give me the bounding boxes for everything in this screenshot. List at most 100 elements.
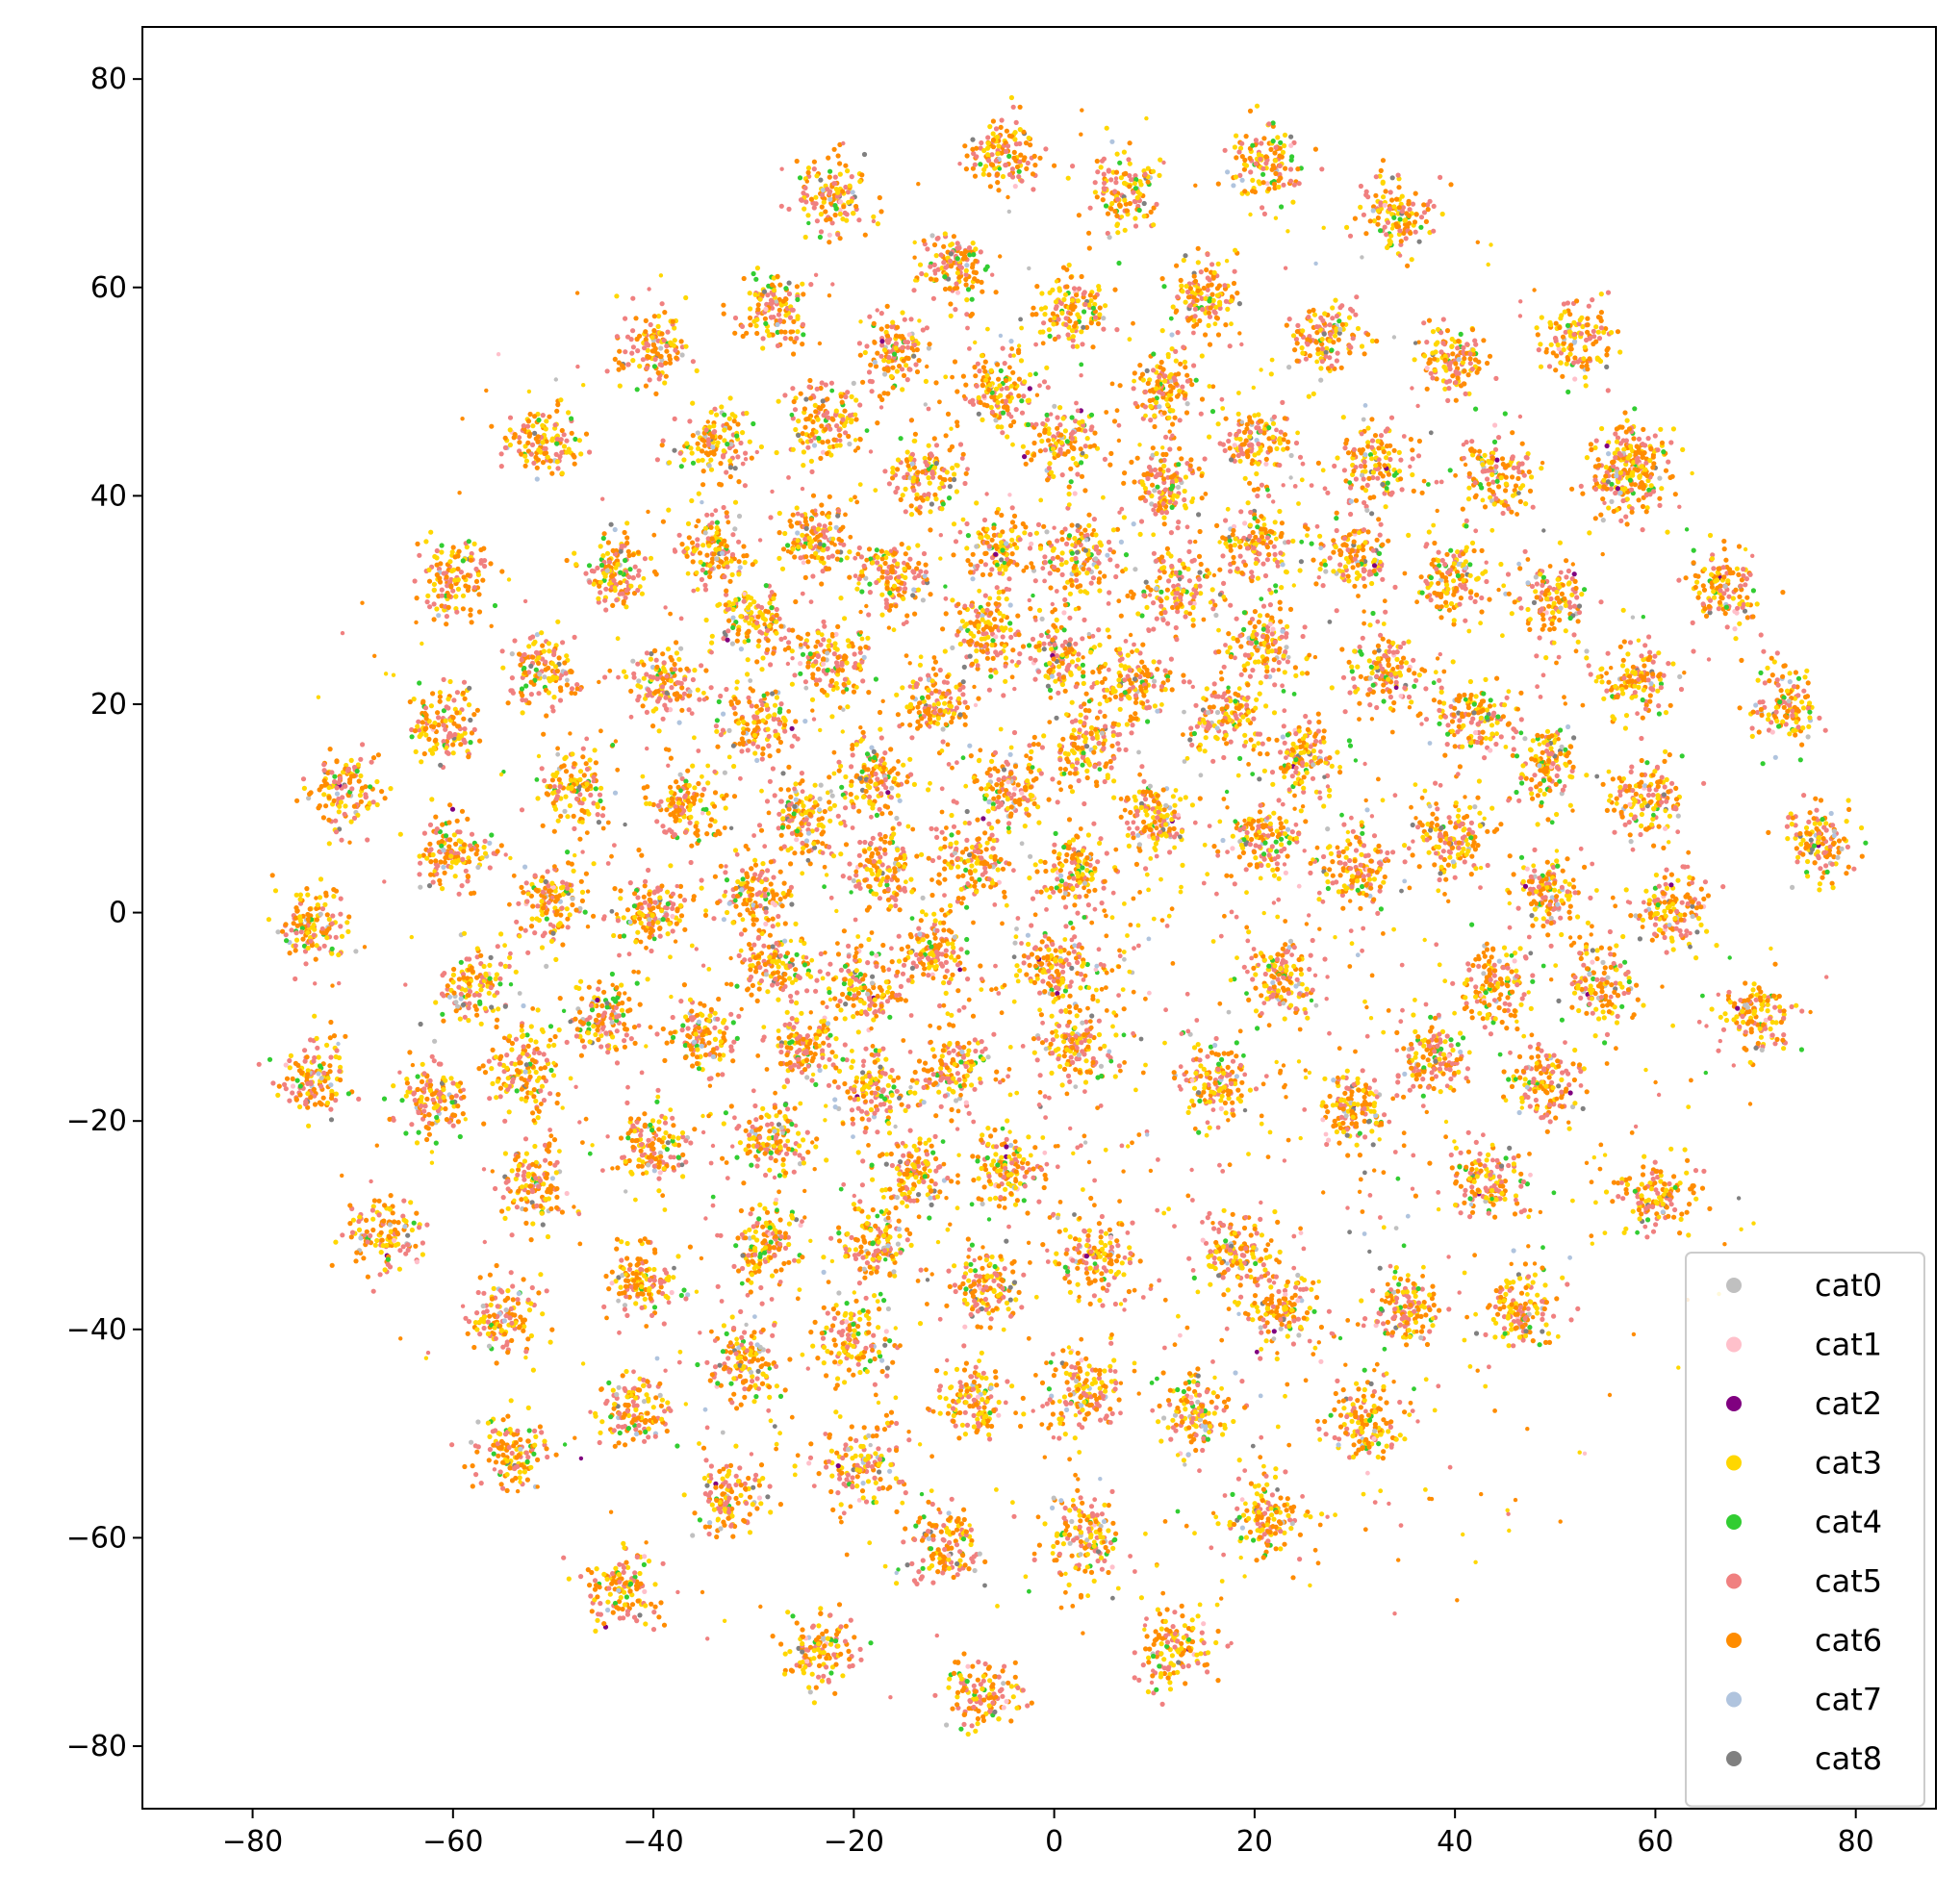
data-point-cat6: [1215, 181, 1221, 187]
data-point-cat5: [1565, 568, 1571, 574]
data-point-cat5: [1448, 568, 1454, 573]
data-point-cat6: [1455, 375, 1461, 381]
data-point-cat6: [1247, 480, 1253, 486]
data-point-cat5: [989, 409, 995, 415]
data-point-cat5: [632, 564, 638, 570]
data-point-cat6: [674, 355, 679, 361]
data-point-cat6: [736, 479, 742, 485]
data-point-cat6: [818, 455, 824, 461]
data-point-cat5: [989, 152, 995, 158]
data-point-cat8: [1196, 512, 1202, 518]
data-point-cat5: [856, 545, 862, 551]
data-point-cat5: [875, 560, 880, 566]
data-point-cat5: [721, 453, 726, 459]
data-point-cat6: [445, 604, 451, 611]
data-point-cat3: [714, 412, 720, 418]
data-point-cat6: [1453, 361, 1459, 367]
data-point-cat3: [1412, 357, 1417, 363]
data-point-cat5: [1192, 306, 1198, 312]
data-point-cat3: [1603, 465, 1609, 470]
data-point-cat5: [1403, 236, 1409, 241]
data-point-cat4: [998, 368, 1004, 373]
data-point-cat6: [1199, 495, 1205, 501]
data-point-cat6: [1152, 423, 1158, 430]
data-point-cat3: [1318, 366, 1324, 371]
data-point-cat6: [622, 529, 627, 536]
data-point-cat5: [743, 450, 749, 456]
data-point-cat5: [1586, 303, 1591, 309]
data-point-cat5: [1287, 178, 1294, 184]
data-point-cat5: [1106, 539, 1112, 545]
data-point-cat3: [449, 568, 455, 574]
data-point-cat3: [1132, 181, 1137, 187]
data-point-cat3: [428, 529, 434, 535]
data-point-cat6: [895, 467, 901, 472]
data-point-cat6: [1636, 497, 1642, 503]
data-point-cat4: [1448, 547, 1454, 553]
data-point-cat8: [1075, 522, 1081, 528]
data-point-cat6: [1255, 519, 1260, 524]
data-point-cat5: [1003, 398, 1009, 404]
data-point-cat5: [1273, 144, 1279, 150]
data-point-cat4: [1260, 171, 1266, 177]
data-point-cat3: [1601, 329, 1607, 335]
data-point-cat6: [1559, 591, 1565, 597]
data-point-cat4: [651, 364, 658, 369]
data-point-cat3: [1567, 351, 1573, 357]
data-point-cat6: [948, 264, 955, 269]
data-point-cat3: [1166, 415, 1172, 420]
data-point-cat6: [857, 352, 863, 358]
data-point-cat3: [1003, 567, 1008, 572]
data-point-cat3: [844, 555, 850, 561]
data-point-cat3: [766, 333, 772, 339]
data-point-cat6: [1569, 486, 1575, 492]
data-point-cat6: [1444, 551, 1450, 557]
data-point-cat5: [721, 504, 726, 511]
data-point-cat5: [1534, 581, 1540, 587]
data-point-cat6: [1251, 487, 1257, 493]
data-point-cat6: [1029, 457, 1034, 463]
data-point-cat8: [911, 353, 917, 359]
data-point-cat2: [879, 339, 885, 344]
data-point-cat5: [1534, 653, 1540, 659]
data-point-cat3: [985, 152, 991, 158]
data-point-cat6: [1007, 422, 1014, 429]
data-point-cat3: [927, 480, 932, 486]
data-point-cat6: [1247, 108, 1254, 114]
data-point-cat3: [1088, 298, 1094, 304]
data-point-cat5: [665, 329, 671, 335]
data-point-cat3: [845, 168, 851, 174]
data-point-cat6: [1572, 355, 1578, 361]
data-point-cat6: [986, 172, 992, 178]
data-point-cat3: [857, 179, 863, 185]
data-point-cat6: [468, 557, 474, 563]
data-point-cat3: [1044, 365, 1050, 370]
data-point-cat3: [1092, 190, 1098, 195]
data-point-cat5: [1019, 178, 1025, 184]
data-point-cat3: [1509, 611, 1515, 617]
data-point-cat6: [1659, 440, 1666, 445]
data-point-cat5: [1002, 361, 1007, 367]
data-point-cat5: [1427, 198, 1433, 204]
data-point-cat4: [867, 581, 873, 587]
data-point-cat6: [1048, 317, 1054, 323]
data-point-cat6: [1074, 292, 1080, 298]
data-point-cat6: [918, 495, 924, 501]
data-point-cat5: [427, 604, 433, 610]
data-point-cat6: [724, 544, 729, 549]
data-point-cat6: [1611, 508, 1616, 515]
data-point-cat6: [1184, 372, 1190, 378]
data-point-cat5: [1142, 389, 1149, 394]
data-point-cat5: [431, 601, 437, 607]
data-point-cat6: [927, 342, 932, 347]
data-point-cat6: [1672, 492, 1678, 497]
data-point-cat6: [899, 542, 904, 547]
data-point-cat6: [1235, 291, 1240, 296]
data-point-cat7: [1614, 473, 1619, 479]
data-point-cat6: [1086, 512, 1092, 518]
data-point-cat6: [711, 451, 717, 457]
data-point-cat6: [690, 559, 696, 565]
data-point-cat3: [1577, 317, 1583, 323]
data-point-cat5: [1592, 477, 1598, 483]
data-point-cat5: [1157, 374, 1162, 380]
